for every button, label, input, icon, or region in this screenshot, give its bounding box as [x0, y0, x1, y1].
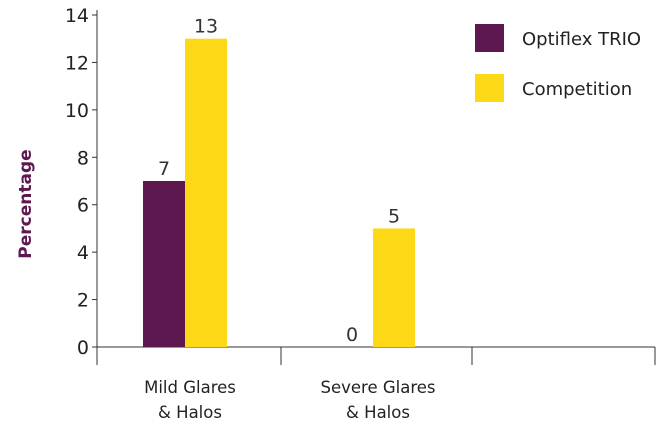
- legend-label: Competition: [522, 79, 632, 100]
- bars: [143, 38, 415, 347]
- bar: [143, 181, 185, 347]
- data-label: 7: [158, 158, 170, 180]
- y-tick-label: 4: [77, 242, 89, 264]
- legend-label: Optiflex TRIO: [522, 29, 641, 50]
- y-tick-label: 12: [65, 52, 89, 74]
- bar: [373, 228, 415, 347]
- y-tick-label: 0: [77, 337, 89, 359]
- legend-swatch: [475, 24, 504, 52]
- x-category-label: Severe Glares: [320, 378, 435, 397]
- x-axis: Mild Glares & Halos Severe Glares & Halos: [96, 346, 656, 422]
- y-tick-label: 10: [65, 100, 89, 122]
- x-category-label: Mild Glares: [144, 378, 236, 397]
- bar: [185, 38, 227, 347]
- legend-swatch: [475, 74, 504, 102]
- y-tick-label: 2: [77, 290, 89, 312]
- x-category-label: & Halos: [158, 403, 222, 422]
- data-label: 5: [388, 205, 400, 227]
- y-axis-title: Percentage: [16, 149, 36, 258]
- y-tick-label: 6: [77, 195, 89, 217]
- y-axis: 0 2 4 6 8 10 12 14: [65, 5, 98, 359]
- data-label: 13: [194, 16, 218, 38]
- data-label: 0: [346, 324, 358, 346]
- y-tick-label: 8: [77, 147, 89, 169]
- legend: Optiflex TRIO Competition: [475, 24, 641, 102]
- data-labels: 7 0 13 5: [158, 16, 400, 346]
- y-tick-label: 14: [65, 5, 89, 27]
- x-category-label: & Halos: [346, 403, 410, 422]
